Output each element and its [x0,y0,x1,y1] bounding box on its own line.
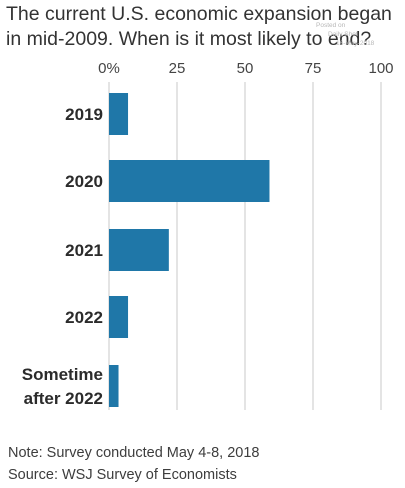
x-tick-label: 100 [368,60,393,77]
chart-title: The current U.S. economic expansion bega… [6,3,392,50]
bar [109,93,129,135]
category-label: Sometime [22,365,103,384]
x-tick-label: 0% [98,60,120,77]
watermark-line-date: 16-May-2018 [336,40,375,47]
watermark: Posted on Daily Shot 16-May-2018 [316,20,386,50]
bar [109,365,119,407]
watermark-line-posted: Posted on [316,22,346,29]
category-label: 2021 [65,241,103,260]
category-label: 2022 [65,308,103,327]
category-label: 2019 [65,105,103,124]
bar [109,229,169,271]
category-label: after 2022 [24,389,103,408]
chart-notes: Note: Survey conducted May 4-8, 2018 Sou… [8,442,259,486]
x-tick-label: 50 [237,60,254,77]
source-note: Source: WSJ Survey of Economists [8,467,237,483]
category-label: 2020 [65,172,103,191]
bar [109,160,270,202]
watermark-line-source: Daily Shot [328,31,358,38]
bar-chart: 0% 25 50 75 100 2019 2020 2021 2022 Sometime after… [22,60,394,410]
x-tick-label: 25 [169,60,186,77]
survey-note: Note: Survey conducted May 4-8, 2018 [8,445,260,461]
bar [109,296,129,338]
x-tick-label: 75 [305,60,322,77]
